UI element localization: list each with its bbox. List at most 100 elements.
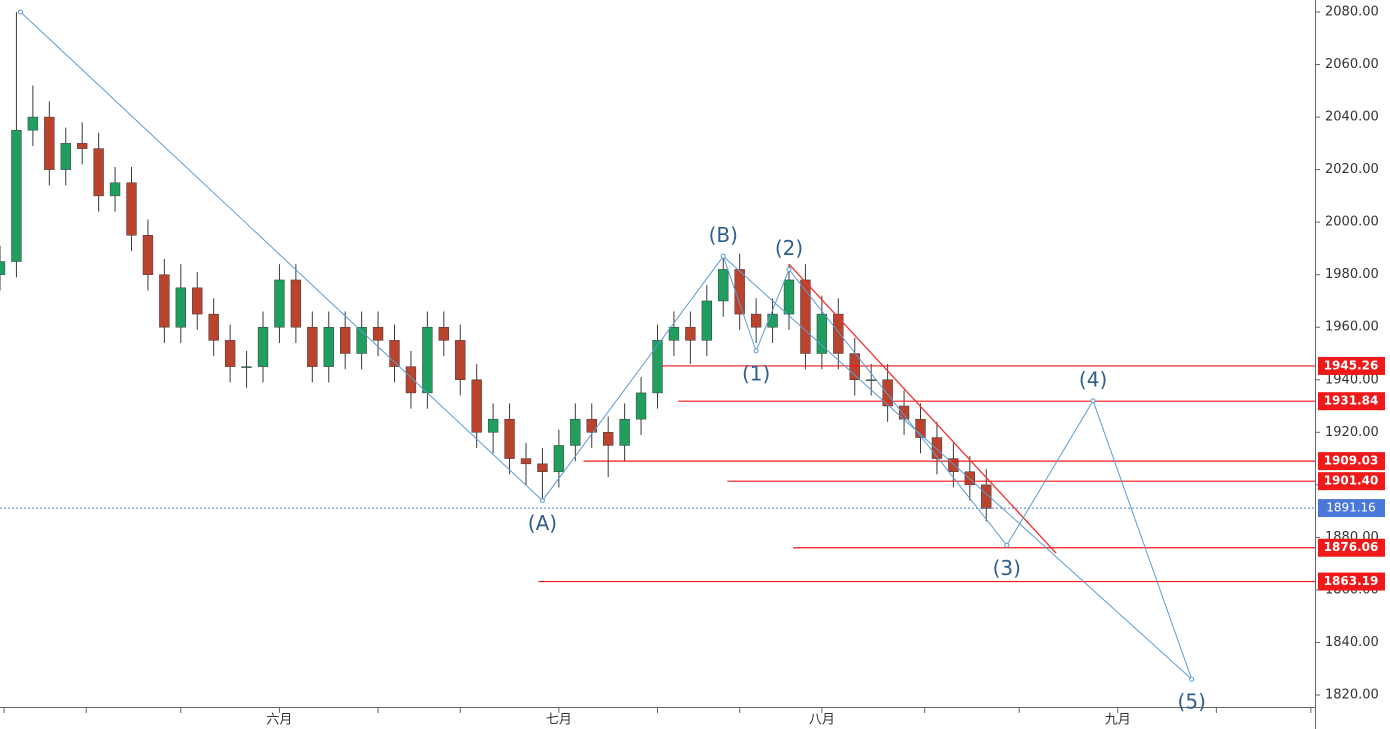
level-label: 1863.19 [1324, 574, 1379, 588]
level-label: 1945.26 [1324, 358, 1379, 372]
wave-label: (3) [993, 556, 1021, 580]
candle-body [192, 287, 203, 315]
y-tick-label: 2080.00 [1325, 5, 1379, 20]
candle-body [915, 418, 926, 438]
candle-body [175, 287, 186, 328]
candle-body [931, 437, 943, 459]
level-label-bg [1318, 356, 1385, 375]
y-tick-label: 1960.00 [1325, 320, 1379, 335]
candle-body [159, 274, 170, 328]
wave-path [20, 11, 1193, 680]
candle-body [520, 458, 532, 465]
candle-body [77, 143, 88, 149]
candle-body [898, 405, 910, 420]
x-tick-label: 六月 [266, 713, 292, 728]
x-tick-label: 七月 [546, 713, 572, 728]
candle-body [274, 279, 285, 328]
y-tick-label: 2060.00 [1325, 57, 1379, 72]
candle-body [257, 326, 269, 367]
candle-body [11, 129, 22, 262]
candle-body [471, 379, 482, 433]
candle-body [241, 366, 252, 368]
candle-body [553, 445, 565, 472]
candle-body [586, 418, 597, 433]
wave-label: (1) [742, 361, 770, 385]
wave-label: (2) [775, 236, 803, 260]
level-label-bg [1318, 472, 1385, 491]
candle-body [668, 326, 680, 341]
candle-body [750, 313, 762, 328]
candle-body [208, 313, 219, 341]
candle-body [438, 326, 449, 341]
candle-body [455, 340, 466, 381]
candle-body [800, 279, 811, 354]
candle-body [701, 300, 712, 341]
y-tick-label: 2000.00 [1325, 215, 1379, 230]
y-tick-label: 1980.00 [1325, 267, 1379, 282]
y-tick-label: 1940.00 [1325, 372, 1379, 387]
candle-body [783, 279, 795, 315]
candle-body [109, 182, 121, 197]
candle-body [635, 392, 647, 420]
candle-body [0, 261, 6, 275]
x-tick-label: 八月 [809, 713, 835, 728]
candle-body [652, 340, 663, 394]
wave-point [1004, 542, 1010, 548]
candle-body [603, 432, 614, 446]
wave-point [753, 348, 759, 354]
wave-point [1090, 398, 1096, 404]
candle-body [570, 418, 581, 446]
wave-point [18, 9, 24, 15]
x-tick-label: 九月 [1105, 713, 1131, 728]
level-label: 1909.03 [1324, 454, 1379, 468]
trend-line [788, 263, 1057, 554]
candle-body [405, 366, 417, 394]
candle-body [981, 484, 992, 509]
candle-body [224, 340, 236, 367]
candle-body [487, 418, 499, 433]
candle-body [290, 279, 302, 328]
candle-body [537, 463, 548, 472]
level-label-bg [1318, 452, 1385, 471]
candle-body [126, 182, 137, 236]
candle-body [816, 313, 828, 354]
candle-body [718, 269, 729, 302]
level-label: 1931.84 [1324, 394, 1379, 408]
candle-body [866, 379, 877, 382]
candle-body [767, 313, 778, 328]
wave-point [720, 253, 726, 259]
candle-body [882, 379, 893, 407]
candle-body [44, 116, 55, 170]
y-tick-label: 1840.00 [1325, 635, 1379, 650]
wave-label: (4) [1079, 367, 1107, 391]
candle-body [734, 269, 745, 315]
candle-body [356, 326, 367, 354]
candle-body [685, 326, 696, 341]
wave-label: (A) [528, 511, 557, 535]
candle-body [372, 326, 384, 341]
candle-body [948, 458, 959, 472]
wave-label: (B) [709, 223, 738, 247]
candle-body [833, 313, 844, 354]
y-tick-label: 2040.00 [1325, 110, 1379, 125]
wave-label: (5) [1178, 690, 1206, 714]
y-tick-label: 2020.00 [1325, 162, 1379, 177]
projection-line [722, 255, 1193, 680]
wave-point [539, 498, 545, 504]
y-tick-label: 1820.00 [1325, 688, 1379, 703]
wave-point [786, 266, 792, 272]
y-tick-label: 1920.00 [1325, 425, 1379, 440]
candle-body [504, 418, 515, 459]
last-price-label: 1891.16 [1326, 501, 1376, 515]
level-label: 1901.40 [1324, 474, 1379, 488]
level-label: 1876.06 [1324, 540, 1379, 554]
candle-body [93, 148, 104, 197]
candle-body [340, 326, 351, 354]
candle-body [142, 235, 154, 275]
level-label-bg [1318, 572, 1385, 591]
candle-body [389, 340, 400, 367]
wave-point [1189, 676, 1195, 682]
candle-body [323, 326, 334, 367]
level-label-bg [1318, 392, 1385, 411]
